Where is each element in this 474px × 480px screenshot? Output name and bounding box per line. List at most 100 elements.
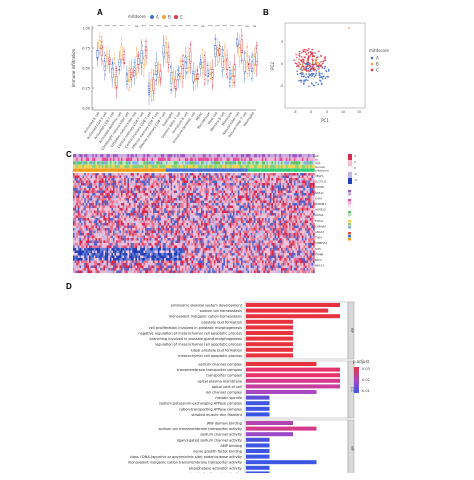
panel-c-heat-cell [229,218,232,221]
panel-c-heat-cell [204,193,206,196]
panel-c-heat-cell [266,203,269,206]
panel-c-heat-cell [199,205,202,209]
panel-b-point [307,68,310,70]
panel-c-heat-cell [101,178,104,181]
panel-c-heat-cell [285,178,288,181]
panel-c-heat-cell [295,210,298,214]
panel-c-heat-cell [172,223,174,226]
panel-c-heat-cell [297,180,299,184]
panel-c-heat-cell [146,195,149,199]
panel-c-heat-cell [79,193,82,196]
panel-c-heat-cell [138,210,141,214]
panel-c-heat-cell [85,180,88,184]
panel-c-heat-cell [277,183,280,186]
panel-b-point [295,53,297,56]
panel-c-heat-cell [129,225,131,229]
panel-c-heat-cell [301,213,304,216]
panel-c-heat-cell [221,223,224,226]
panel-c-heat-cell [241,178,243,181]
panel-c-annotation-cell [242,164,245,169]
panel-c-heat-cell [106,175,109,179]
panel-c-heat-cell [252,185,254,189]
panel-c-heat-cell [73,205,75,209]
panel-c-annotation-cell [228,157,230,161]
panel-a-point [104,58,106,60]
panel-c-heat-cell [244,208,246,211]
panel-c-annotation-cell [303,157,306,161]
panel-c-heat-cell [162,185,165,189]
panel-c-heat-cell [189,205,192,209]
panel-c-heat-cell [73,180,75,184]
panel-c-heat-cell [300,220,302,224]
panel-c-heat-cell [300,185,302,189]
panel-c-annotation-cell [149,164,152,169]
panel-c-heat-cell [196,188,198,191]
panel-c-annotation-cell [169,168,171,172]
panel-c-heat-cell [276,223,278,226]
panel-b-point [311,59,314,62]
legend-label-a: A [156,15,159,20]
panel-c-heat-cell [132,210,134,214]
panel-c-heat-cell [257,193,259,196]
panel-b-point [312,73,314,75]
panel-c-heat-cell [306,188,309,191]
panel-c-heat-cell [79,220,82,224]
panel-c-heat-cell [181,198,184,201]
panel-c-heat-cell [221,228,224,231]
panel-c-heat-cell [172,200,174,204]
panel-c-heat-cell [273,188,275,191]
panel-c-heat-cell [244,198,246,201]
panel-c-heat-cell [151,183,154,186]
panel-c-annotation-cell [188,154,190,158]
panel-c-heat-cell [167,225,170,229]
panel-c-heat-cell [82,175,85,179]
panel-c-heat-cell [260,198,262,201]
panel-c-heat-cell [175,200,178,204]
panel-c-heat-cell [149,218,152,221]
panel-c-heat-cell [125,225,128,229]
panel-c-annotation-cell [274,168,277,172]
panel-c-heat-cell [97,220,99,224]
panel-a-point [101,60,103,62]
panel-c-heat-cell [89,185,91,189]
panel-c-heat-cell [97,185,99,189]
panel-c-heat-cell [247,213,250,216]
panel-c-annotation-cell [205,157,208,161]
panel-c-heat-cell [282,225,285,229]
panel-c-heat-cell [223,193,226,196]
panel-c-heat-cell [289,213,291,216]
panel-c-heat-cell [92,218,94,221]
panel-c-heat-cell [180,175,182,179]
panel-c-heat-cell [165,190,168,194]
panel-c-heat-cell [258,213,261,216]
panel-c-heat-cell [180,215,182,219]
panel-c-annotation-cell [277,154,280,158]
panel-c-heat-cell [247,195,250,199]
panel-c-heat-cell [167,178,170,181]
panel-a-box [214,45,217,57]
panel-c-heat-cell [106,223,109,226]
panel-c-heat-cell [237,200,240,204]
panel-c-heat-cell [242,215,245,219]
panel-c-heat-cell [106,228,109,231]
panel-c-heat-cell [189,200,192,204]
panel-c-heat-cell [153,173,155,176]
panel-c-heat-cell [74,213,77,216]
panel-c-heat-cell [215,200,218,204]
panel-c-heat-cell [301,195,304,199]
panel-c-heat-cell [145,180,147,184]
panel-c-heat-cell [79,180,82,184]
panel-c-heat-cell [121,188,123,191]
panel-c-heat-cell [79,208,82,211]
panel-c-heat-cell [93,220,96,224]
panel-c-heat-cell [140,198,142,201]
panel-c-heat-cell [201,218,203,221]
panel-c-heat-cell [148,195,150,199]
panel-c-heat-cell [215,228,218,231]
panel-c-heat-cell [189,173,192,176]
panel-c-heat-cell [116,175,118,179]
panel-c-heat-cell [180,213,182,216]
panel-c-heat-cell [295,203,298,206]
panel-c-heat-cell [282,190,285,194]
panel-c-annotation-cell [233,157,235,161]
